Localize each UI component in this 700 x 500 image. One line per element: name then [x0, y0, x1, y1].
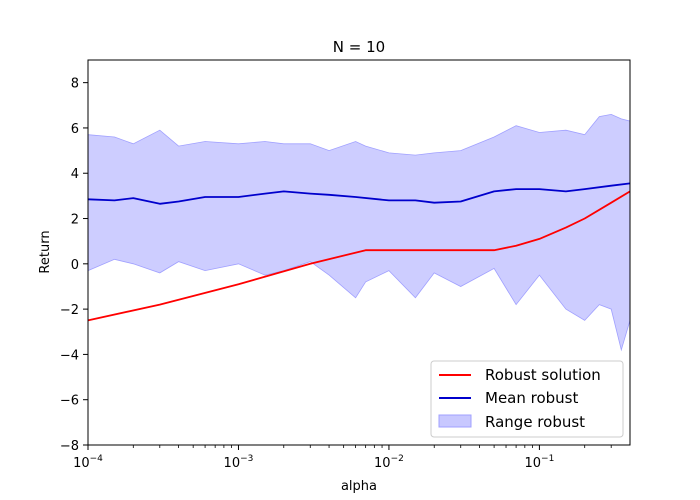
y-tick-label: −4 — [60, 348, 79, 363]
x-axis: 10−4 10−3 10−2 10−1 — [73, 445, 612, 471]
x-tick-label: 10−1 — [524, 454, 554, 471]
legend-label-mean-robust: Mean robust — [485, 389, 578, 407]
y-tick-label: 0 — [71, 258, 79, 273]
legend-swatch-range-robust — [438, 414, 472, 428]
series-robust-solution-line — [87, 190, 631, 322]
legend-label-robust-solution: Robust solution — [485, 366, 601, 384]
y-tick-label: 4 — [71, 167, 79, 182]
y-tick-label: −6 — [60, 394, 79, 409]
legend-box — [430, 360, 624, 438]
y-tick-label: 6 — [71, 122, 79, 137]
y-axis: −8 −6 −4 −2 0 2 4 6 8 — [60, 77, 88, 454]
y-axis-label: Return — [38, 230, 53, 273]
y-tick-label: 8 — [71, 77, 79, 92]
legend-label-range-robust: Range robust — [485, 413, 585, 431]
plot-frame — [87, 59, 631, 446]
x-tick-label: 10−3 — [224, 454, 254, 471]
y-tick-label: 2 — [71, 213, 79, 228]
y-tick-label: −8 — [60, 439, 79, 454]
x-axis-label: alpha — [341, 479, 377, 494]
x-tick-label: 10−4 — [73, 454, 103, 471]
chart-title: N = 10 — [333, 38, 385, 56]
x-tick-label: 10−2 — [374, 454, 404, 471]
series-mean-robust-line — [87, 182, 631, 205]
legend: Robust solution Mean robust Range robust — [430, 360, 624, 438]
y-tick-label: −2 — [60, 303, 79, 318]
